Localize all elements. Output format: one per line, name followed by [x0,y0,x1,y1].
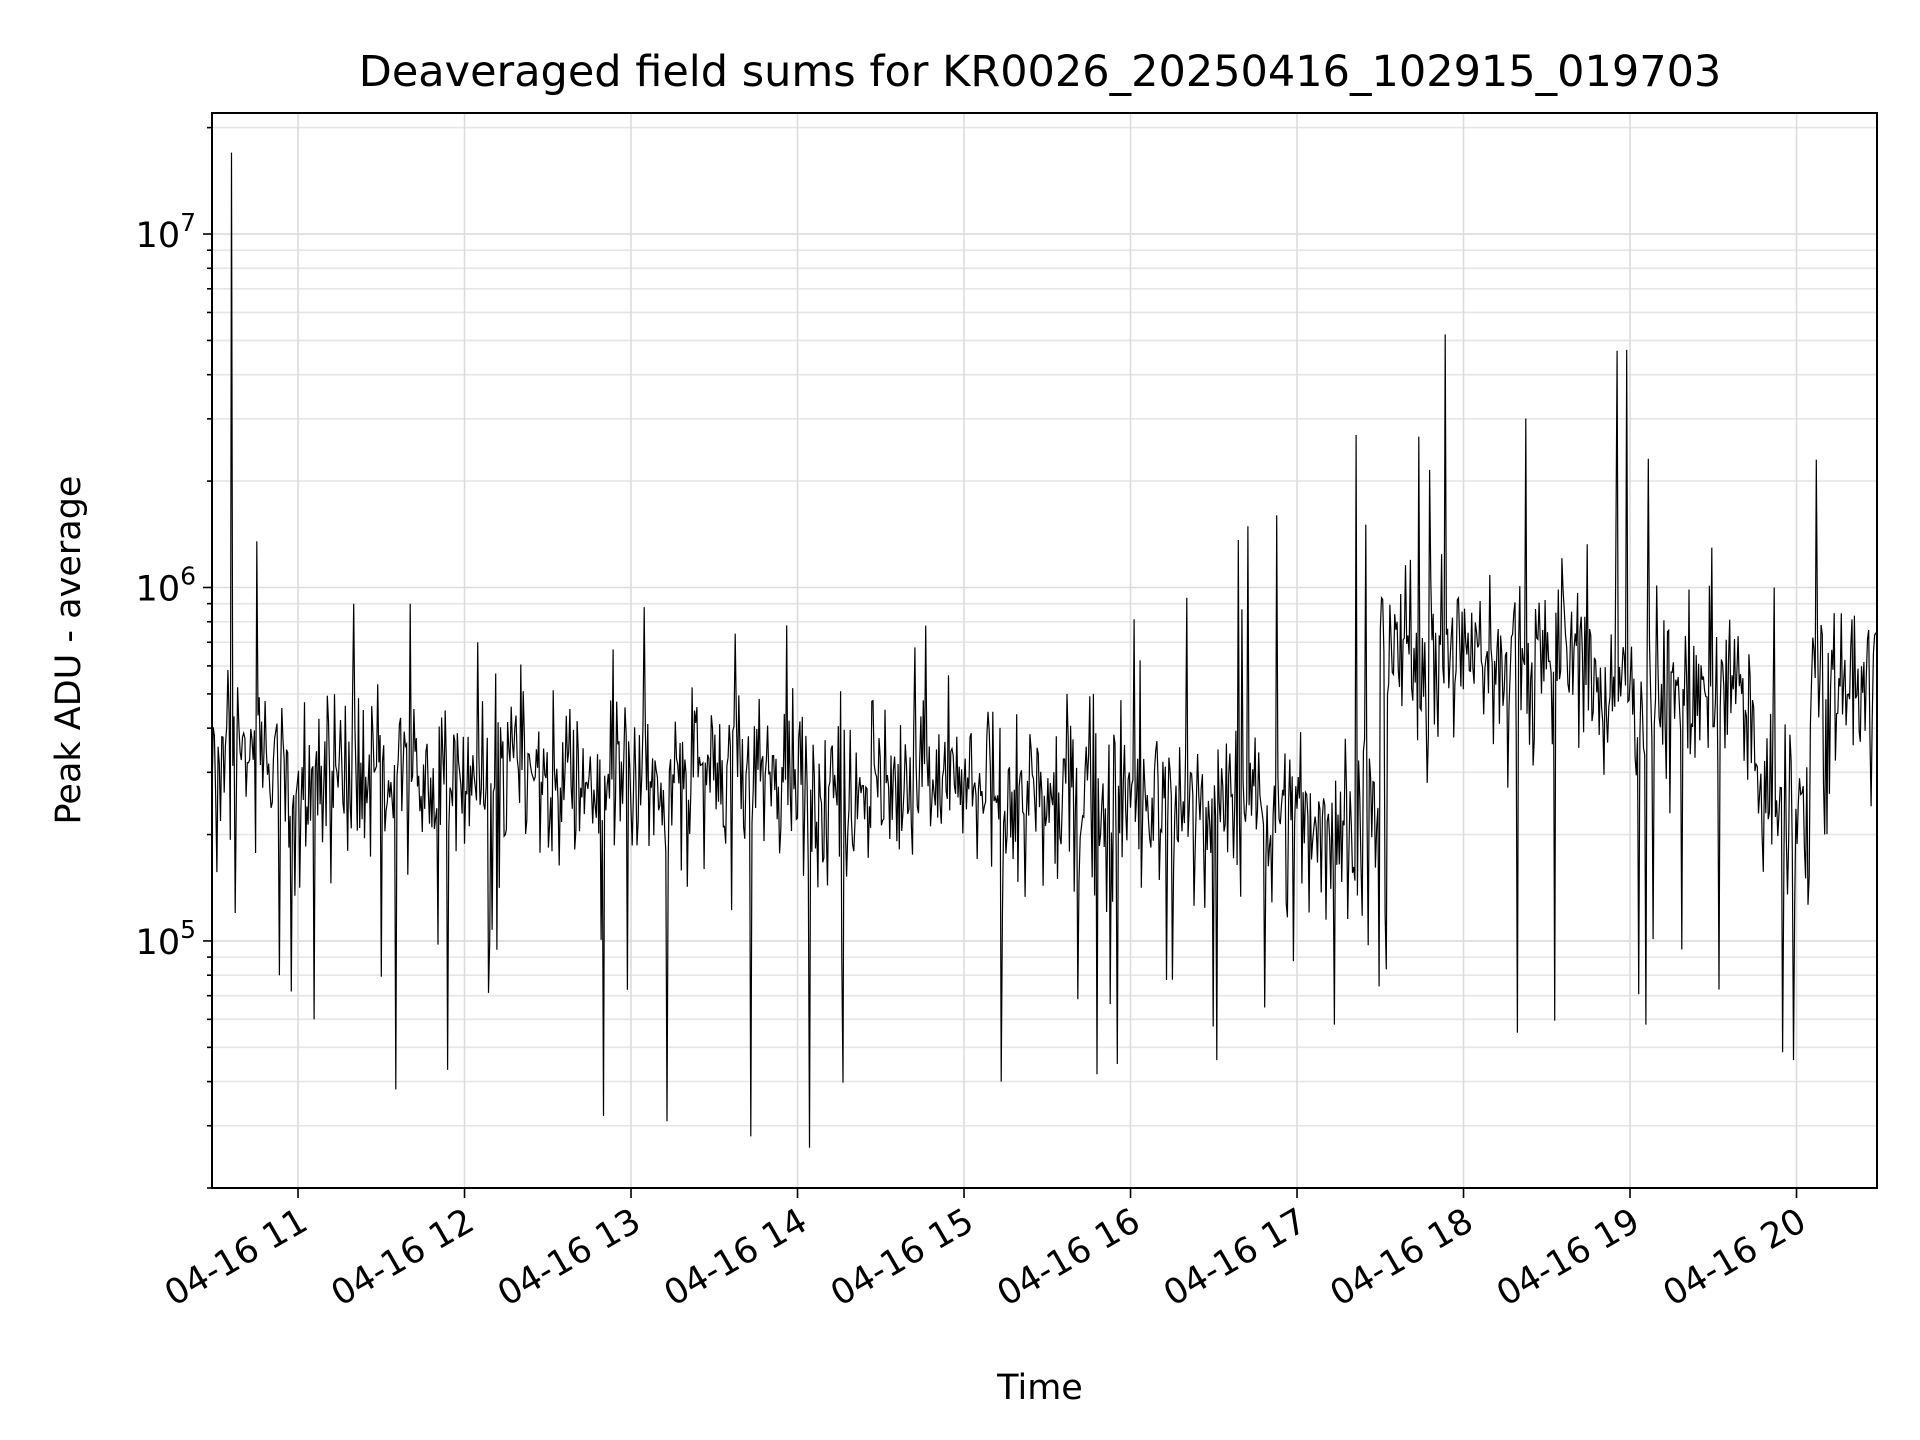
y-axis-ticks: 105 106 107 [136,126,212,1189]
x-tick-label: 04-16 14 [658,1201,814,1314]
y-tick-label: 106 [136,561,196,609]
y-axis-label: Peak ADU - average [49,476,89,825]
y-tick-label: 105 [136,915,196,963]
y-tick-label: 107 [136,208,196,256]
chart-title: Deaveraged field sums for KR0026_2025041… [359,47,1722,97]
x-tick-label: 04-16 16 [991,1201,1147,1314]
x-axis-label: Time [996,1368,1083,1408]
series-line [211,152,1877,1148]
x-tick-label: 04-16 19 [1490,1201,1646,1314]
major-gridlines [212,113,1877,1188]
x-tick-label: 04-16 20 [1657,1201,1813,1314]
plot-frame [211,112,1878,1189]
data-series [211,152,1877,1148]
x-tick-label: 04-16 17 [1157,1201,1313,1314]
minor-gridlines [212,126,1877,1189]
x-tick-label: 04-16 15 [824,1201,980,1314]
x-tick-label: 04-16 18 [1324,1201,1480,1314]
x-tick-label: 04-16 13 [491,1201,647,1314]
x-tick-label: 04-16 11 [158,1201,314,1314]
x-tick-label: 04-16 12 [325,1201,481,1314]
x-axis-ticks: 04-16 11 04-16 12 04-16 13 04-16 14 04-16 15… [158,1188,1813,1314]
